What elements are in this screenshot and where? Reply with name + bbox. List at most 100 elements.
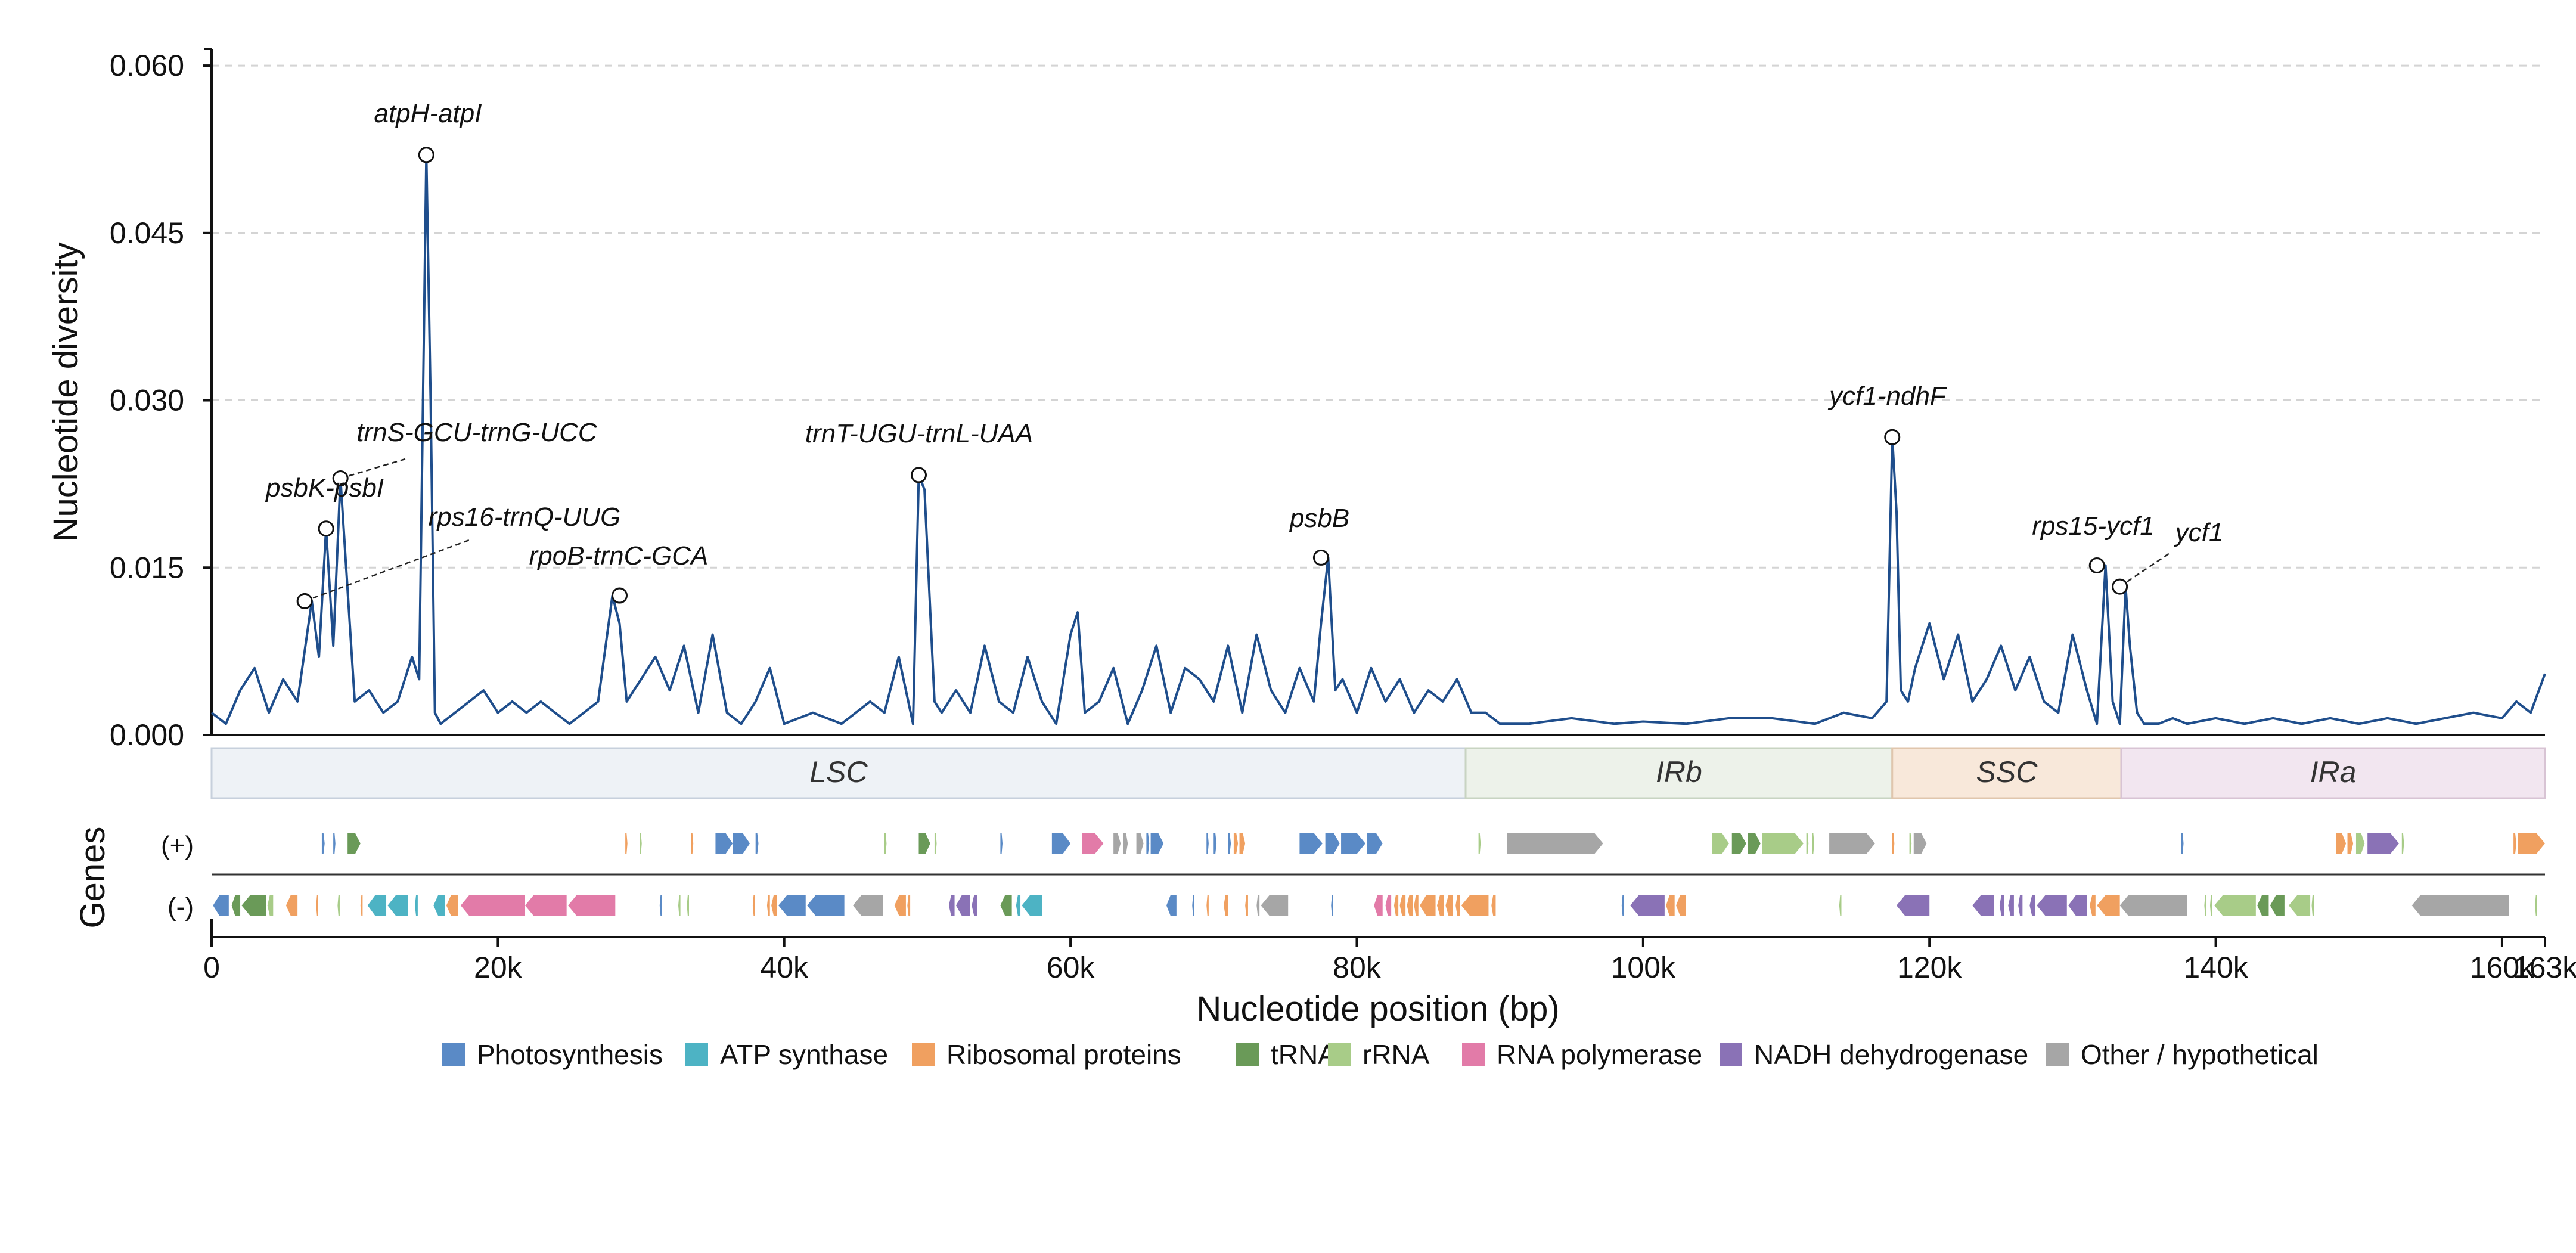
region-block	[210, 747, 1467, 799]
gene-block	[1123, 833, 1128, 854]
legend-swatch	[1328, 1043, 1351, 1066]
x-tick-label: 20k	[474, 951, 523, 984]
gene-block	[2209, 895, 2212, 916]
gene-block	[446, 895, 458, 916]
gene-block	[934, 833, 937, 854]
gene-block	[213, 895, 229, 916]
gene-block	[2204, 895, 2206, 916]
y-tick-label: 0.030	[110, 384, 184, 417]
gene-block	[894, 895, 906, 916]
x-tick-label: 60k	[1047, 951, 1095, 984]
gene-block	[884, 833, 887, 854]
peak-label: ycf1-ndhF	[1827, 382, 1947, 411]
x-tick-label: 163k	[2513, 951, 2576, 984]
gene-block	[1261, 895, 1289, 916]
gene-block	[2029, 895, 2035, 916]
gene-block	[241, 895, 266, 916]
gene-block	[1436, 895, 1444, 916]
gene-block	[460, 895, 526, 916]
gene-block	[1206, 895, 1209, 916]
gene-block	[1146, 833, 1150, 854]
x-tick-label: 0	[203, 951, 220, 984]
gene-block	[1113, 833, 1121, 854]
gene-block	[1507, 833, 1603, 854]
gene-block	[1239, 833, 1246, 854]
x-tick-label: 120k	[1897, 951, 1962, 984]
gene-block	[1000, 833, 1003, 854]
gene-block	[2090, 895, 2096, 916]
region-bar: LSC IRb SSC IRa	[210, 747, 2546, 799]
gene-block	[360, 895, 363, 916]
y-tick-label: 0.045	[110, 216, 184, 250]
gene-block	[2401, 833, 2404, 854]
legend-swatch	[442, 1043, 465, 1066]
x-axis-title: Nucleotide position (bp)	[1196, 990, 1559, 1028]
gene-block	[752, 895, 755, 916]
gene-block	[1461, 895, 1489, 916]
gene-block	[640, 833, 642, 854]
gene-block	[1913, 833, 1927, 854]
gene-block	[1455, 895, 1460, 916]
gene-block	[1233, 833, 1239, 854]
x-tick-label: 100k	[1611, 951, 1676, 984]
legend-entry-label: tRNA	[1271, 1039, 1336, 1070]
gene-block	[733, 833, 750, 854]
gene-block	[918, 833, 930, 854]
gene-block	[687, 895, 690, 916]
region-label: IRb	[1656, 755, 1702, 789]
gene-block	[853, 895, 883, 916]
x-tick-label: 80k	[1333, 951, 1382, 984]
legend-entry-label: RNA polymerase	[1497, 1039, 1702, 1070]
legend-swatch	[912, 1043, 935, 1066]
x-tick-label: 40k	[760, 951, 809, 984]
peak-label: trnS-GCU-trnG-UCC	[356, 418, 598, 447]
gene-block	[1022, 895, 1042, 916]
gene-block	[1896, 895, 1930, 916]
gene-block	[2018, 895, 2023, 916]
region-block	[1464, 747, 1894, 799]
peak-marker	[2088, 557, 2105, 574]
legend-swatch	[1720, 1043, 1742, 1066]
peak-marker	[332, 470, 349, 487]
minus-strand-genes	[213, 895, 2537, 916]
gene-block	[415, 895, 418, 916]
gene-block	[1909, 833, 1912, 854]
gene-block	[1731, 833, 1746, 854]
gene-block	[333, 833, 336, 854]
peak-label: rpoB-trnC-GCA	[529, 541, 709, 570]
y-axis-ticks: 0.000 0.015 0.030 0.045 0.060	[110, 49, 212, 752]
gene-block	[1000, 895, 1012, 916]
gene-block	[2119, 895, 2187, 916]
region-block	[2120, 747, 2546, 799]
peak-label: psbB	[1289, 504, 1349, 533]
peak-marker	[318, 520, 334, 537]
gene-block	[1676, 895, 1686, 916]
region-label: IRa	[2310, 755, 2357, 789]
gene-block	[907, 895, 911, 916]
gene-block	[267, 895, 274, 916]
gene-block	[1299, 833, 1323, 854]
peak-marker	[911, 467, 927, 483]
gene-block	[1812, 833, 1814, 854]
gene-block	[1806, 833, 1809, 854]
gene-block	[1166, 895, 1177, 916]
gene-block	[1213, 833, 1217, 854]
y-tick-label: 0.015	[110, 551, 184, 584]
gene-block	[2181, 833, 2184, 854]
gene-block	[1331, 895, 1333, 916]
peak-leader-line	[340, 458, 406, 479]
x-tick-label: 140k	[2183, 951, 2248, 984]
peak-markers: atpH-atpI trnS-GCU-trnG-UCC psbK-psbI rps16…	[265, 99, 2223, 609]
legend-entry-label: Ribosomal proteins	[946, 1039, 1181, 1070]
y-tick-label: 0.000	[110, 718, 184, 752]
plus-strand-label: (+)	[161, 831, 194, 860]
gene-block	[1192, 895, 1194, 916]
gene-block	[1082, 833, 1104, 854]
gene-block	[2513, 833, 2516, 854]
gene-block	[1972, 895, 1994, 916]
gene-block	[337, 895, 340, 916]
gene-block	[2037, 895, 2067, 916]
gene-block	[316, 895, 318, 916]
gene-block	[1393, 895, 1399, 916]
gene-block	[1399, 895, 1406, 916]
